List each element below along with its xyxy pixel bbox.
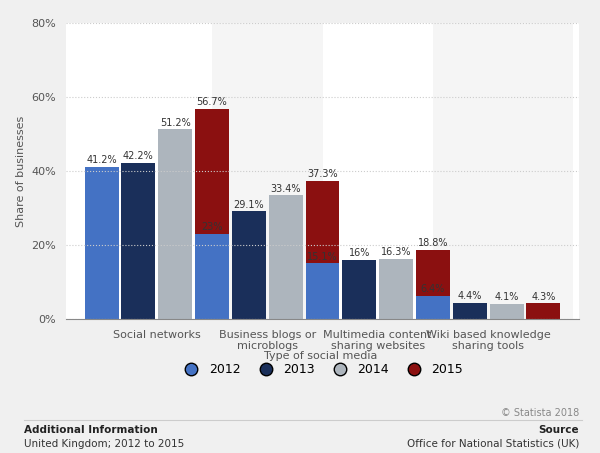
Bar	[416, 296, 450, 319]
Bar	[305, 181, 340, 319]
Text: 16.3%: 16.3%	[381, 247, 412, 257]
Text: 6.4%: 6.4%	[421, 284, 445, 294]
Text: 4.4%: 4.4%	[458, 291, 482, 301]
Bar	[158, 130, 192, 319]
Bar	[212, 23, 323, 319]
Text: 42.2%: 42.2%	[123, 151, 154, 161]
Bar	[269, 196, 302, 319]
Text: Additional Information: Additional Information	[24, 425, 158, 435]
Bar	[195, 234, 229, 319]
Bar	[72, 23, 212, 319]
Text: 37.3%: 37.3%	[307, 169, 338, 179]
Bar	[305, 263, 340, 319]
Bar	[85, 167, 119, 319]
Bar	[323, 23, 433, 319]
Legend: 2012, 2013, 2014, 2015: 2012, 2013, 2014, 2015	[174, 358, 468, 381]
Bar	[453, 303, 487, 319]
Text: 33.4%: 33.4%	[271, 183, 301, 193]
Text: Type of social media: Type of social media	[265, 351, 377, 361]
Text: Office for National Statistics (UK): Office for National Statistics (UK)	[407, 439, 579, 448]
Text: 4.3%: 4.3%	[531, 292, 556, 302]
Text: United Kingdom; 2012 to 2015: United Kingdom; 2012 to 2015	[24, 439, 184, 448]
Text: 18.8%: 18.8%	[418, 238, 448, 248]
Bar	[490, 304, 524, 319]
Text: 56.7%: 56.7%	[197, 97, 227, 107]
Text: Source: Source	[538, 425, 579, 435]
Text: 29.1%: 29.1%	[233, 200, 264, 210]
Text: 15.1%: 15.1%	[307, 251, 338, 261]
Y-axis label: Share of businesses: Share of businesses	[16, 116, 26, 226]
Bar	[343, 260, 376, 319]
Text: © Statista 2018: © Statista 2018	[501, 408, 579, 418]
Bar	[232, 212, 266, 319]
Bar	[416, 250, 450, 319]
Text: 16%: 16%	[349, 248, 370, 258]
Bar	[195, 109, 229, 319]
Text: 41.2%: 41.2%	[86, 155, 117, 165]
Bar	[121, 163, 155, 319]
Bar	[526, 304, 560, 319]
Text: 51.2%: 51.2%	[160, 118, 191, 128]
Bar	[379, 259, 413, 319]
Bar	[433, 23, 573, 319]
Text: 4.1%: 4.1%	[494, 292, 519, 302]
Text: 23%: 23%	[201, 222, 223, 232]
